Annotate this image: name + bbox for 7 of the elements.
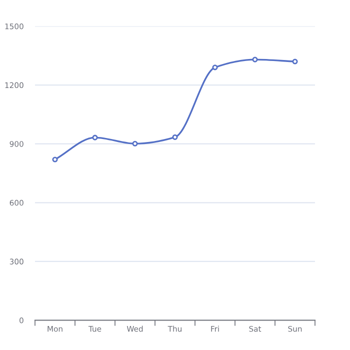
point [132,140,138,146]
point [212,64,218,70]
point [52,156,58,162]
point [92,134,98,140]
point [252,56,258,62]
point [172,134,178,140]
point [292,58,298,64]
